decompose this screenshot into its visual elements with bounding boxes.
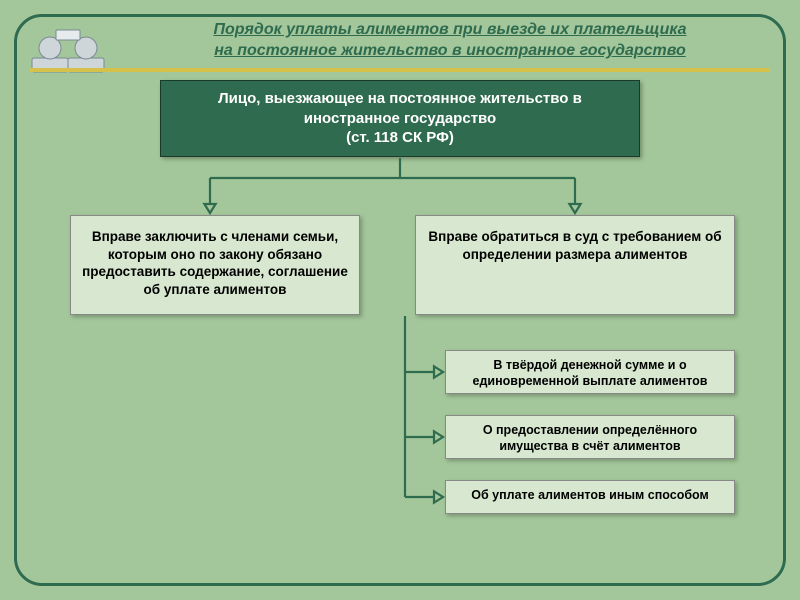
people-icon — [28, 18, 108, 73]
left-child-node: Вправе заключить с членами семьи, которы… — [70, 215, 360, 315]
sub-text-2: Об уплате алиментов иным способом — [471, 488, 709, 502]
root-node: Лицо, выезжающее на постоянное жительств… — [160, 80, 640, 157]
title-line1: Порядок уплаты алиментов при выезде их п… — [140, 20, 760, 41]
sub-node-2: Об уплате алиментов иным способом — [445, 480, 735, 514]
root-line3: (ст. 118 СК РФ) — [171, 128, 629, 148]
sub-text-0: В твёрдой денежной сумме и о единовремен… — [473, 358, 708, 388]
root-line1: Лицо, выезжающее на постоянное жительств… — [171, 89, 629, 109]
sub-text-1: О предоставлении определённого имущества… — [483, 423, 697, 453]
sub-node-0: В твёрдой денежной сумме и о единовремен… — [445, 350, 735, 394]
root-line2: иностранное государство — [171, 109, 629, 129]
title-underline — [30, 68, 770, 72]
page: Порядок уплаты алиментов при выезде их п… — [0, 0, 800, 600]
sub-node-1: О предоставлении определённого имущества… — [445, 415, 735, 459]
right-child-text: Вправе обратиться в суд с требованием об… — [428, 229, 721, 262]
left-child-text: Вправе заключить с членами семьи, которы… — [82, 229, 348, 297]
title-line2: на постоянное жительство в иностранное г… — [140, 41, 760, 62]
page-title: Порядок уплаты алиментов при выезде их п… — [140, 20, 760, 62]
right-child-node: Вправе обратиться в суд с требованием об… — [415, 215, 735, 315]
